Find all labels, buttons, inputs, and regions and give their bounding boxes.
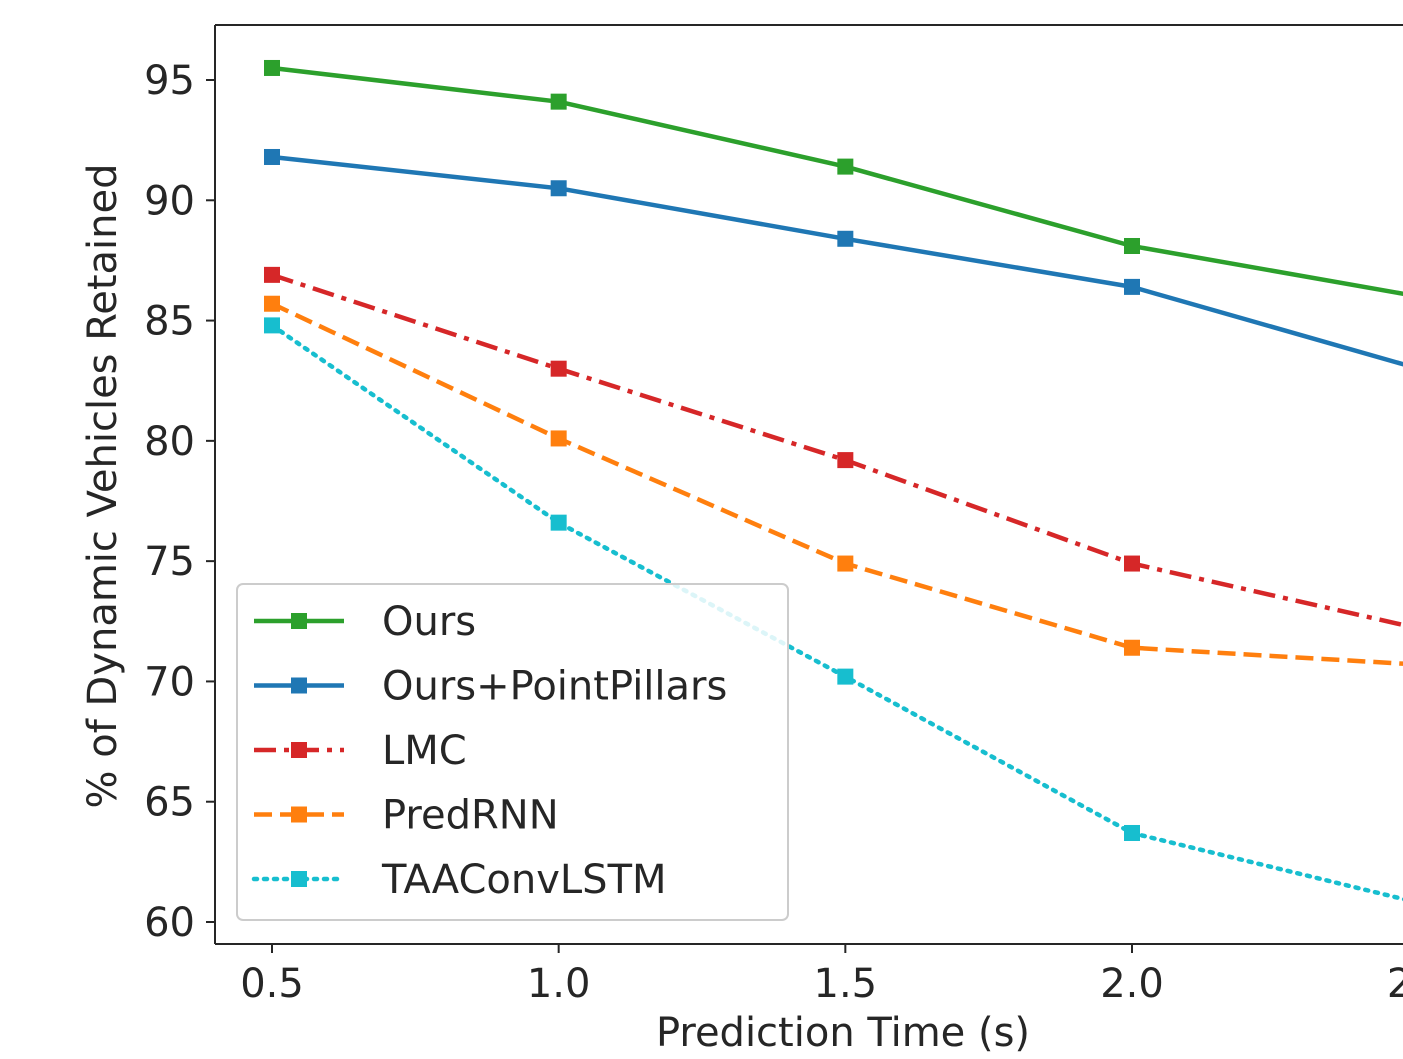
y-tick-label: 70 bbox=[144, 659, 195, 705]
data-point-marker bbox=[837, 159, 853, 175]
series-line bbox=[272, 275, 1403, 629]
legend-label: Ours+PointPillars bbox=[382, 664, 727, 710]
x-tick-label: 1.0 bbox=[527, 961, 591, 1007]
legend-marker bbox=[291, 742, 307, 758]
data-point-marker bbox=[837, 669, 853, 685]
data-point-marker bbox=[1124, 640, 1140, 656]
x-axis-label: Prediction Time (s) bbox=[656, 1010, 1030, 1054]
data-point-marker bbox=[264, 267, 280, 283]
x-tick-label: 2.0 bbox=[1100, 961, 1164, 1007]
legend: Ours Ours+PointPillars LMC PredRNN TAAConvLS… bbox=[237, 584, 788, 920]
series-ours bbox=[264, 60, 1403, 305]
data-point-marker bbox=[1124, 556, 1140, 572]
legend-label: LMC bbox=[382, 728, 467, 774]
series-line bbox=[272, 68, 1403, 297]
y-tick-label: 95 bbox=[144, 58, 195, 104]
data-point-marker bbox=[1124, 238, 1140, 254]
data-point-marker bbox=[1124, 825, 1140, 841]
legend-label: PredRNN bbox=[382, 793, 559, 839]
data-point-marker bbox=[837, 452, 853, 468]
data-point-marker bbox=[551, 94, 567, 110]
data-point-marker bbox=[837, 556, 853, 572]
data-point-marker bbox=[264, 60, 280, 76]
series-lmc bbox=[264, 267, 1403, 637]
legend-label: Ours bbox=[382, 599, 476, 645]
y-tick-label: 60 bbox=[144, 900, 195, 946]
y-tick-label: 85 bbox=[144, 299, 195, 345]
data-point-marker bbox=[551, 361, 567, 377]
legend-marker bbox=[291, 613, 307, 629]
legend-marker bbox=[291, 871, 307, 887]
legend-marker bbox=[291, 678, 307, 694]
y-axis-label: % of Dynamic Vehicles Retained bbox=[80, 164, 126, 809]
x-tick-label: 1.5 bbox=[814, 961, 878, 1007]
data-point-marker bbox=[837, 231, 853, 247]
x-tick-label: 0.5 bbox=[240, 961, 304, 1007]
data-point-marker bbox=[264, 149, 280, 165]
y-tick-label: 65 bbox=[144, 780, 195, 826]
y-tick-label: 80 bbox=[144, 419, 195, 465]
data-point-marker bbox=[1124, 279, 1140, 295]
data-point-marker bbox=[551, 180, 567, 196]
x-tick-label: 2.5 bbox=[1387, 961, 1403, 1007]
legend-marker bbox=[291, 807, 307, 823]
y-tick-label: 90 bbox=[144, 178, 195, 224]
data-point-marker bbox=[264, 296, 280, 312]
data-point-marker bbox=[551, 515, 567, 531]
legend-label: TAAConvLSTM bbox=[381, 857, 667, 903]
y-tick-label: 75 bbox=[144, 539, 195, 585]
data-point-marker bbox=[264, 317, 280, 333]
data-point-marker bbox=[551, 430, 567, 446]
